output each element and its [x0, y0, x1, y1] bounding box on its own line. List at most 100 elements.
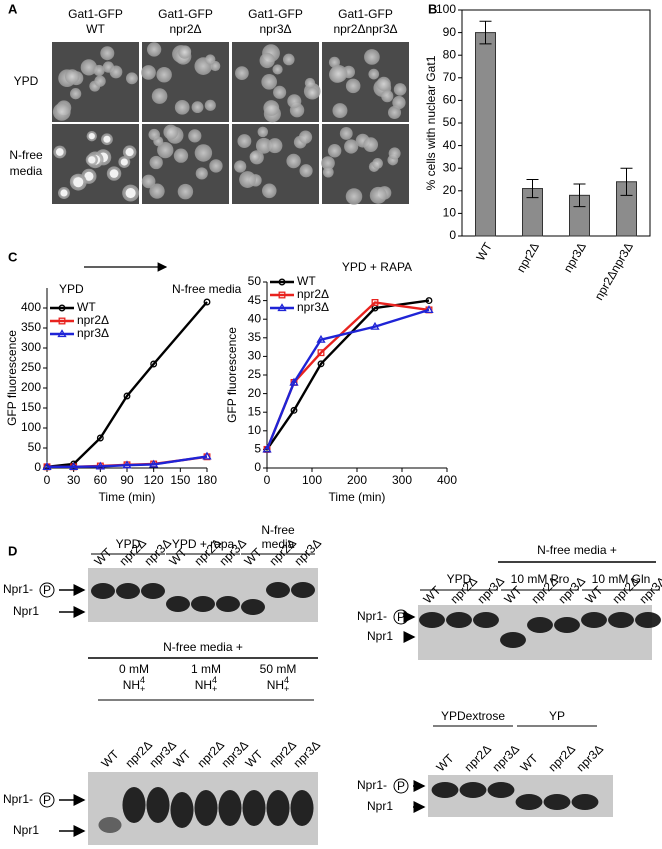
lane-label: WT — [433, 751, 457, 775]
series-line — [266, 299, 430, 451]
series-line — [265, 301, 430, 450]
column-header: npr2Δ — [169, 22, 201, 36]
x-tick-label: 300 — [392, 473, 412, 487]
x-tick-label: npr3Δ — [561, 240, 589, 275]
blot-band — [194, 790, 218, 826]
blot-band — [241, 599, 265, 615]
legend-label: npr2Δ — [297, 287, 329, 301]
marker — [202, 451, 212, 460]
cell — [282, 53, 295, 66]
row-label: N-free — [9, 148, 43, 162]
y-tick-label: 40 — [248, 311, 262, 325]
lane-label: WT — [501, 583, 525, 607]
cell — [329, 64, 348, 83]
band-label: Npr1 — [367, 629, 393, 643]
group-label: media — [262, 537, 295, 551]
column-header: Gat1-GFP — [248, 7, 303, 21]
y-tick-label: 350 — [21, 320, 41, 334]
y-tick-label: 0 — [254, 460, 261, 474]
ion-superscript: 4 — [212, 675, 217, 685]
nucleus — [125, 187, 136, 199]
cell — [322, 166, 334, 178]
lane-label: npr3Δ — [489, 742, 522, 775]
cell — [344, 139, 359, 154]
blot-band — [459, 782, 487, 798]
y-tick-label: 90 — [443, 25, 457, 39]
blot-band — [141, 583, 165, 599]
cell — [363, 137, 379, 152]
group-label: YPDextrose — [441, 709, 505, 723]
cell — [191, 101, 204, 114]
series-line — [47, 455, 208, 468]
lane-label: WT — [420, 583, 444, 607]
nucleus — [55, 148, 64, 156]
cell — [188, 129, 202, 143]
cell — [332, 103, 348, 119]
row-label: media — [10, 164, 43, 178]
cell — [287, 94, 302, 109]
blot-band — [543, 794, 571, 810]
band-label: Npr1- — [357, 778, 387, 792]
ion-superscript: 4 — [284, 675, 289, 685]
marker — [317, 349, 325, 357]
marker — [122, 460, 132, 469]
nucleus — [109, 169, 119, 178]
band-label: Npr1- — [3, 582, 33, 596]
ion: NH — [267, 678, 284, 692]
y-axis-label: GFP fluorescence — [5, 330, 19, 426]
y-tick-label: 70 — [443, 70, 457, 84]
y-tick-label: 30 — [443, 160, 457, 174]
cell — [376, 76, 391, 91]
column-header: Gat1-GFP — [68, 7, 123, 21]
marker — [262, 444, 272, 453]
x-tick-label: npr2Δ — [514, 240, 542, 275]
cell — [69, 88, 82, 100]
marker — [290, 406, 298, 414]
ion-subscript: + — [284, 684, 289, 694]
blot-band — [431, 782, 459, 798]
cell — [157, 141, 174, 159]
cell — [173, 148, 189, 163]
blot-band — [473, 612, 499, 628]
band-label: P — [43, 583, 51, 597]
cell — [94, 75, 106, 87]
marker — [149, 459, 159, 468]
legend-label: npr3Δ — [77, 326, 109, 340]
blot-band — [191, 596, 215, 612]
legend-label: WT — [297, 274, 316, 288]
y-tick-label: 400 — [21, 300, 41, 314]
chart-title: YPD + RAPA — [342, 260, 412, 274]
series-line — [265, 308, 430, 450]
blot-header: N-free media + — [163, 640, 243, 654]
group-label: YPD — [447, 572, 472, 586]
cell — [52, 102, 71, 121]
nucleus — [60, 189, 68, 197]
cell — [174, 99, 190, 115]
legend-marker — [58, 317, 66, 325]
cell — [109, 65, 123, 79]
error-bar — [573, 183, 586, 208]
cell — [237, 134, 252, 149]
ion: NH — [123, 678, 140, 692]
y-tick-label: 100 — [436, 2, 456, 16]
error-bar — [479, 20, 492, 45]
group-label: 1 mM — [191, 662, 221, 676]
x-axis-label: Time (min) — [99, 490, 156, 504]
blot-band — [290, 790, 314, 826]
panel-label: B — [428, 1, 437, 16]
marker — [42, 462, 52, 470]
nucleus — [84, 171, 94, 181]
cell — [178, 45, 192, 59]
cell — [368, 68, 380, 80]
cell — [141, 174, 156, 189]
x-tick-label: 0 — [44, 473, 51, 487]
blot-header: N-free media + — [537, 543, 617, 557]
y-tick-label: 10 — [248, 423, 262, 437]
lane-label: npr3Δ — [290, 738, 323, 771]
lane-label: WT — [517, 751, 541, 775]
cell — [306, 87, 318, 99]
legend-marker — [278, 278, 286, 286]
cell — [387, 105, 402, 119]
lane-label: npr3Δ — [573, 742, 606, 775]
